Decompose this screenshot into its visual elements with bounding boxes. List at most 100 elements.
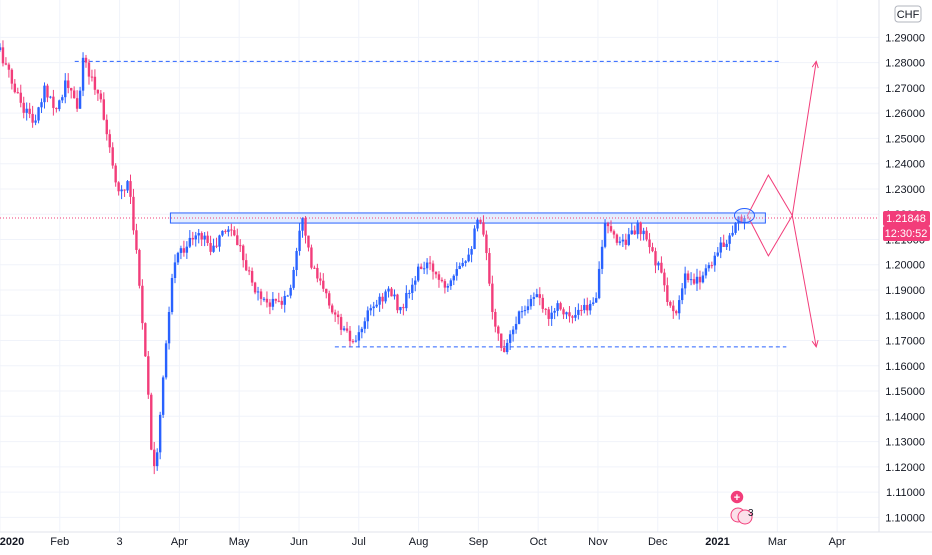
candle-body [351,341,355,343]
candle-body [336,314,340,318]
candle-body [497,326,500,334]
candle-body [387,288,390,292]
candle-body [740,216,743,223]
candle-body [141,285,144,324]
candle-body [135,230,138,250]
y-tick-label: 1.16000 [885,361,925,373]
candle-body [621,239,625,242]
candle-body [565,312,568,315]
candle-body [574,314,577,318]
candle-body [0,47,2,51]
candle-body [553,310,556,313]
candle-body [108,134,111,148]
candle-body [164,343,168,378]
y-tick-label: 1.25000 [885,133,925,145]
candle-body [87,62,91,77]
x-tick-label: Feb [50,536,69,548]
candle-body [348,330,352,342]
candle-body [55,107,58,110]
candle-body [491,283,494,312]
candle-body [138,249,141,286]
flag-us-icon[interactable] [737,509,753,525]
candle-body [683,273,687,289]
candle-body [672,305,675,312]
candle-body [155,452,159,467]
candle-body [161,377,165,415]
candle-body [224,230,227,232]
currency-label[interactable]: CHF [897,9,920,21]
candle-body [176,252,180,263]
candle-body [277,300,281,302]
x-tick-label: Oct [530,536,547,548]
candle-body [686,273,690,280]
candle-body [197,233,200,236]
candle-body [425,262,429,269]
x-tick-label: Aug [409,536,429,548]
candle-body [485,234,488,254]
candle-body [651,247,654,252]
candle-body [117,182,120,192]
candle-body [360,328,364,333]
events-widget[interactable]: + 3 [729,489,754,525]
candle-body [194,235,197,240]
candle-body [437,274,441,280]
candle-body [675,311,678,314]
candle-body [704,268,708,276]
candle-body [339,317,343,330]
candle-body [464,261,467,263]
candle-body [689,279,693,281]
candle-body [624,239,628,245]
candle-body [295,251,298,270]
candle-body [126,181,129,191]
candle-body [1,47,5,64]
x-tick-label: Apr [829,536,846,548]
x-tick-label: Sep [469,536,489,548]
candle-body [43,85,46,103]
candle-body [716,252,719,256]
bar-countdown: 12:30:52 [885,228,928,240]
candle-body [265,298,269,303]
candle-body [102,99,106,120]
candle-body [262,298,266,300]
candle-body [461,262,464,266]
candle-body [725,243,728,247]
candle-body [591,302,595,304]
candle-body [701,275,705,283]
candle-body [443,281,447,288]
candle-body [179,248,183,253]
time-axis[interactable]: 2020 Feb 3 Apr May Jun Jul Aug Sep Oct Nov Dec 2021 M… [0,536,846,548]
candle-body [58,100,61,110]
candle-body [67,80,70,89]
candle-body [19,92,22,103]
candle-body [259,291,263,299]
candle-body [390,288,393,297]
x-tick-label: 2021 [705,536,729,548]
candle-body [49,96,52,98]
candle-body [185,246,189,253]
candle-body [37,107,40,121]
candle-body [28,108,31,114]
candle-body [609,226,613,232]
candle-body [274,298,278,301]
economic-event-icon[interactable] [729,489,745,505]
candle-body [743,218,746,223]
y-tick-label: 1.19000 [885,285,925,297]
candle-body [500,333,503,348]
candle-body [422,268,426,270]
candle-body [630,230,633,235]
candle-body [167,312,171,344]
candle-body [606,223,610,227]
resistance-zone [169,212,766,224]
candle-body [75,98,79,109]
currency-button[interactable] [894,5,922,23]
candle-body [642,230,645,235]
candle-body [586,304,589,311]
candle-body [636,222,639,235]
candle-body [173,262,177,279]
candle-body [144,323,147,357]
candle-body [52,96,55,108]
candle-body [503,347,506,353]
candle-body [182,248,186,253]
